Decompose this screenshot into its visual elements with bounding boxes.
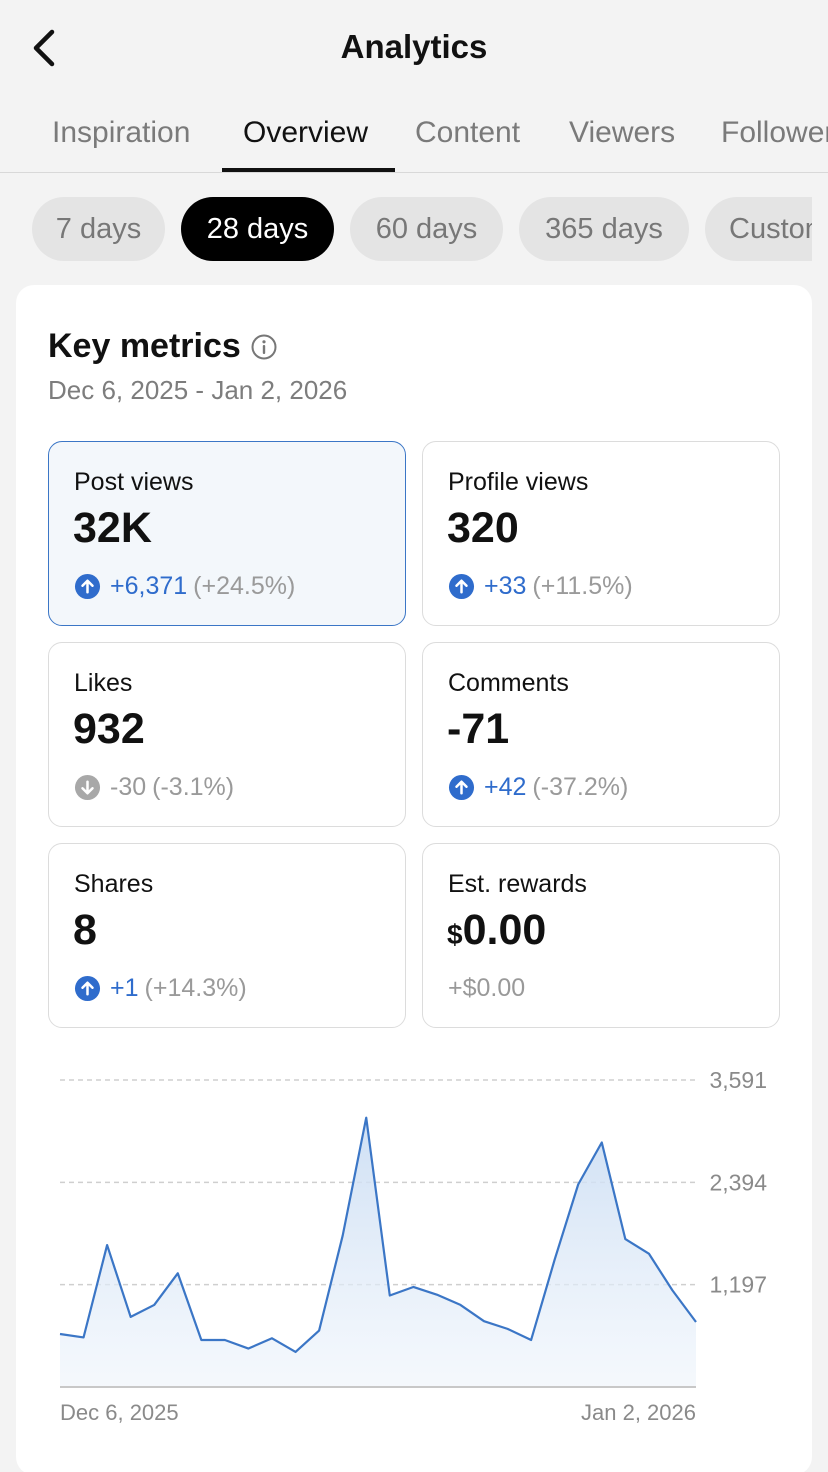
x-tick-label: Jan 2, 2026 [581, 1400, 696, 1425]
arrow-up-icon [448, 573, 475, 600]
metric-delta-percent: (+11.5%) [532, 572, 633, 600]
metric-label: Likes [74, 669, 133, 697]
tab-overview[interactable]: Overview [243, 116, 369, 149]
metric-likes[interactable]: Likes 932 -30 (-3.1%) [48, 642, 406, 827]
metric-delta-value: +$0.00 [448, 974, 526, 1002]
metric-delta-percent: (-37.2%) [532, 773, 629, 801]
metric-delta-percent: (+14.3%) [144, 974, 247, 1002]
currency-symbol: $ [447, 919, 463, 950]
metric-shares[interactable]: Shares 8 +1 (+14.3%) [48, 843, 406, 1028]
metric-value: $0.00 [447, 906, 546, 955]
arrow-down-icon [74, 774, 101, 801]
metric-label: Shares [74, 870, 154, 898]
back-button[interactable] [26, 26, 66, 70]
x-tick-label: Dec 6, 2025 [60, 1400, 179, 1425]
metric-post-views[interactable]: Post views 32K +6,371 (+24.5%) [48, 441, 406, 626]
page-title: Analytics [340, 28, 488, 65]
metric-profile-views[interactable]: Profile views 320 +33 (+11.5%) [422, 441, 780, 626]
y-tick-label: 1,197 [709, 1272, 767, 1298]
chevron-left-icon [33, 29, 55, 67]
arrow-up-icon [448, 774, 475, 801]
tab-content[interactable]: Content [415, 116, 521, 149]
metric-delta: +33 (+11.5%) [448, 572, 633, 601]
metric-delta: +42 (-37.2%) [448, 773, 628, 802]
tab-viewers[interactable]: Viewers [569, 116, 676, 149]
key-metrics-title: Key metrics [48, 327, 241, 365]
metric-value: 320 [447, 504, 519, 552]
active-tab-indicator [222, 168, 395, 172]
arrow-up-icon [74, 975, 101, 1002]
range-60-days[interactable]: 60 days [350, 197, 503, 261]
date-range-label: Dec 6, 2025 - Jan 2, 2026 [48, 375, 348, 405]
range-365-days[interactable]: 365 days [519, 197, 689, 261]
metric-est-rewards[interactable]: Est. rewards $0.00 +$0.00 [422, 843, 780, 1028]
date-range-selector: 7 days 28 days 60 days 365 days Custom [32, 197, 812, 261]
metric-delta: -30 (-3.1%) [74, 773, 234, 802]
info-icon[interactable] [250, 333, 278, 361]
metric-label: Profile views [448, 468, 589, 496]
metric-delta-percent: (+24.5%) [193, 572, 296, 600]
tab-bar: Inspiration Overview Content Viewers Fol… [0, 100, 828, 173]
metric-value-number: 0.00 [462, 906, 547, 954]
metric-label: Est. rewards [448, 870, 587, 898]
metric-delta-value: -30 [110, 773, 147, 801]
metric-delta-value: +1 [110, 974, 139, 1002]
metric-value: 932 [73, 705, 145, 753]
post-views-chart: 1,197 2,394 3,591 Dec 6, 2025 Jan 2, 2026 [59, 1067, 767, 1425]
tab-inspiration[interactable]: Inspiration [52, 116, 191, 149]
range-28-days[interactable]: 28 days [181, 197, 334, 261]
metric-delta: +$0.00 [448, 974, 525, 1003]
metric-delta-value: +33 [484, 572, 527, 600]
tab-followers[interactable]: Followers [721, 116, 828, 149]
metric-value: -71 [447, 705, 510, 753]
arrow-up-icon [74, 573, 101, 600]
metric-label: Comments [448, 669, 569, 697]
metric-delta: +1 (+14.3%) [74, 974, 247, 1003]
range-custom[interactable]: Custom [705, 197, 812, 261]
metric-delta-value: +6,371 [110, 572, 188, 600]
metric-comments[interactable]: Comments -71 +42 (-37.2%) [422, 642, 780, 827]
metric-value: 32K [73, 504, 152, 552]
header: Analytics [0, 0, 828, 96]
y-tick-label: 3,591 [709, 1067, 767, 1093]
range-7-days[interactable]: 7 days [32, 197, 165, 261]
metric-delta-percent: (-3.1%) [152, 773, 235, 801]
y-tick-label: 2,394 [709, 1169, 767, 1195]
series-area [60, 1117, 696, 1387]
metric-delta-value: +42 [484, 773, 527, 801]
metric-label: Post views [74, 468, 194, 496]
series-line [59, 1116, 697, 1354]
metric-delta: +6,371 (+24.5%) [74, 572, 295, 601]
key-metrics-card: Key metrics Dec 6, 2025 - Jan 2, 2026 Po… [16, 285, 812, 1472]
metric-value: 8 [73, 906, 97, 954]
